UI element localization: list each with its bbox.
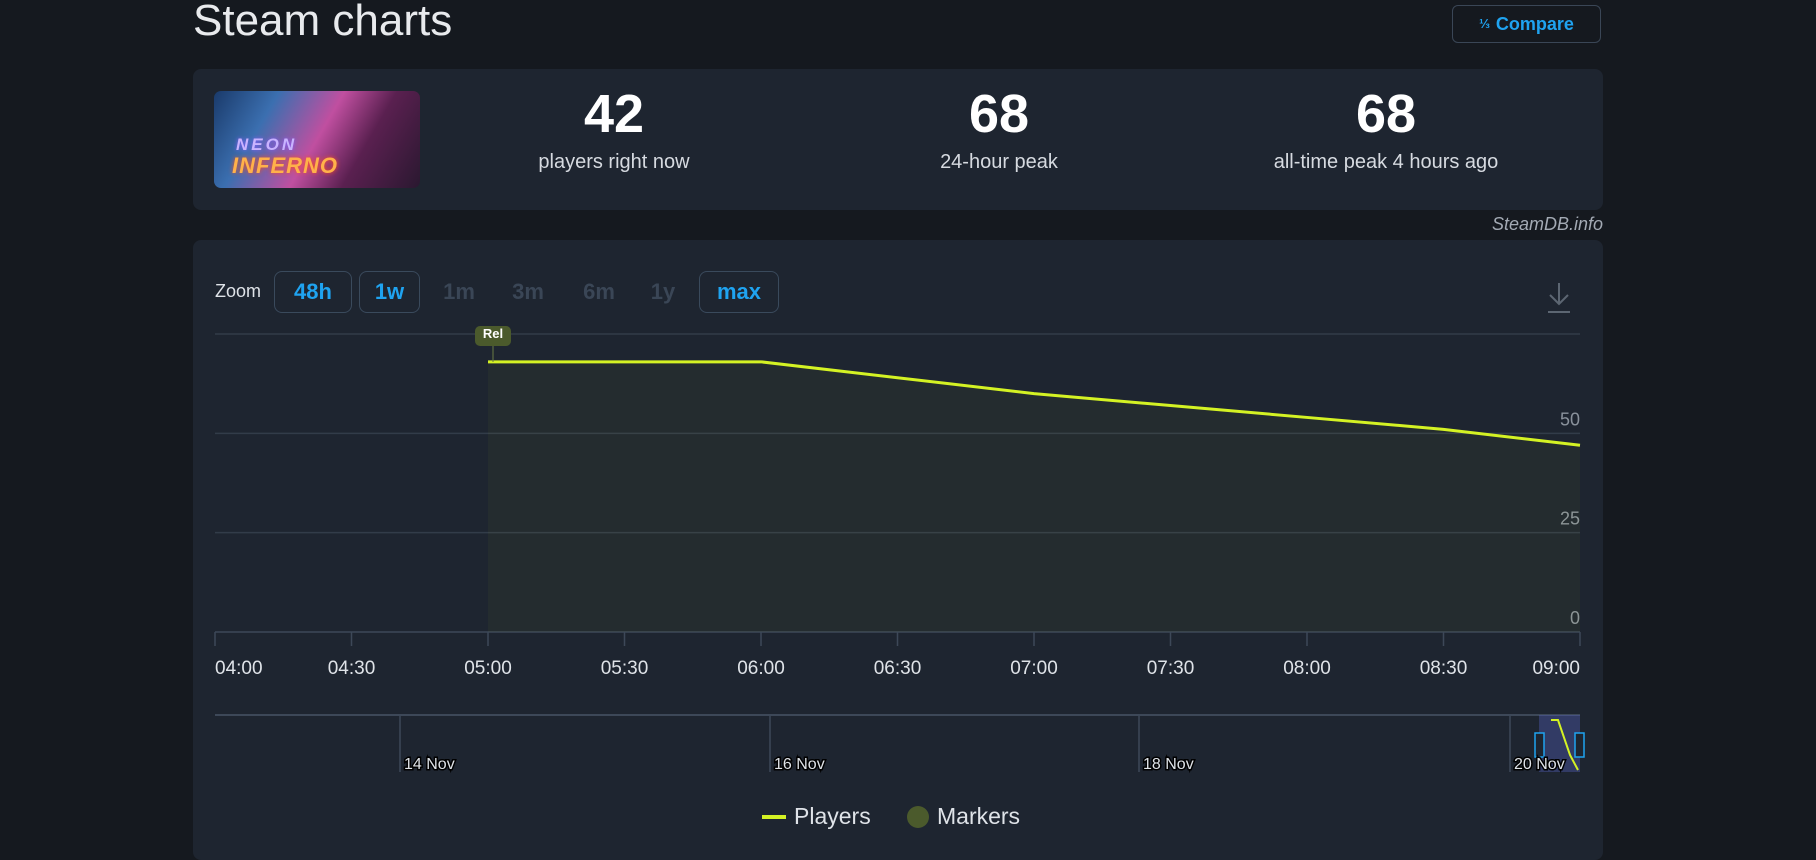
navigator-left-handle <box>1534 732 1545 758</box>
compare-label: Compare <box>1495 13 1574 34</box>
stat-label: 24-hour peak <box>940 151 1058 173</box>
zoom-1m-button: 1m <box>443 279 475 304</box>
x-tick-label: 05:00 <box>464 658 512 679</box>
x-tick-label: 08:00 <box>1283 658 1331 679</box>
zoom-48h-button[interactable]: 48h <box>274 271 352 313</box>
zoom-1w-button[interactable]: 1w <box>359 271 420 313</box>
navigator-right-handle <box>1574 732 1585 758</box>
players-line <box>488 360 1581 447</box>
y-tick-label: 0 <box>1570 608 1580 628</box>
x-tick-label: 04:00 <box>215 658 263 679</box>
navigator-date-label: 18 Nov <box>1143 756 1194 773</box>
stats-panel: NEON INFERNO 42 players right now 68 24-h… <box>193 69 1603 210</box>
marker-flag <box>475 326 511 346</box>
stat-value: 68 <box>968 84 1030 144</box>
page-title: Steam charts <box>193 0 453 45</box>
legend-markers[interactable]: Markers <box>907 803 1020 830</box>
circle-swatch-icon <box>907 805 929 828</box>
compare-button[interactable]: ⅓ Compare <box>1452 5 1601 43</box>
zoom-3m-button: 3m <box>512 279 544 304</box>
y-tick-label: 25 <box>1560 509 1580 529</box>
x-tick-label: 09:00 <box>1532 658 1580 679</box>
stat-label: players right now <box>538 151 690 173</box>
players-chart: 0 25 50 04:00 04:30 05:00 05:30 06:00 06:30 07:00… <box>214 326 1585 775</box>
x-tick-label: 07:00 <box>1010 658 1058 679</box>
x-tick-label: 04:30 <box>328 658 376 679</box>
zoom-label: Zoom <box>215 281 262 301</box>
stat-label: all-time peak 4 hours ago <box>1273 151 1499 173</box>
legend-label: Players <box>794 803 871 829</box>
x-tick-label: 06:00 <box>737 658 785 679</box>
marker-label: Rel <box>483 326 503 341</box>
steamdb-credit[interactable]: SteamDB.info <box>1491 214 1603 234</box>
x-tick-label: 06:30 <box>874 658 922 679</box>
navigator-date-label: 14 Nov <box>404 756 455 773</box>
navigator-date-label: 20 Nov <box>1514 756 1565 773</box>
legend-players[interactable]: Players <box>762 803 871 830</box>
stat-24h-peak: 68 24-hour peak <box>829 79 1169 174</box>
zoom-6m-button: 6m <box>583 279 615 304</box>
navigator-line <box>1551 719 1579 771</box>
chart-panel <box>193 240 1603 860</box>
zoom-1y-button: 1y <box>650 279 676 304</box>
zoom-max-button[interactable]: max <box>699 271 779 313</box>
legend-label: Markers <box>937 803 1021 829</box>
game-cover-image[interactable]: NEON INFERNO <box>214 91 420 188</box>
fraction-123-icon: ⅓ <box>1479 16 1490 31</box>
stat-value: 68 <box>1355 84 1417 144</box>
y-tick-label: 50 <box>1560 409 1580 429</box>
download-icon[interactable] <box>1544 280 1574 316</box>
navigator-date-label: 16 Nov <box>774 756 825 773</box>
stat-value: 42 <box>583 84 645 144</box>
stat-players-now: 42 players right now <box>444 79 784 174</box>
line-swatch-icon <box>762 814 786 819</box>
x-tick-label: 07:30 <box>1147 658 1195 679</box>
stat-all-time-peak: 68 all-time peak 4 hours ago <box>1216 79 1556 174</box>
x-tick-label: 08:30 <box>1420 658 1468 679</box>
players-area <box>488 361 1580 632</box>
x-tick-label: 05:30 <box>601 658 649 679</box>
